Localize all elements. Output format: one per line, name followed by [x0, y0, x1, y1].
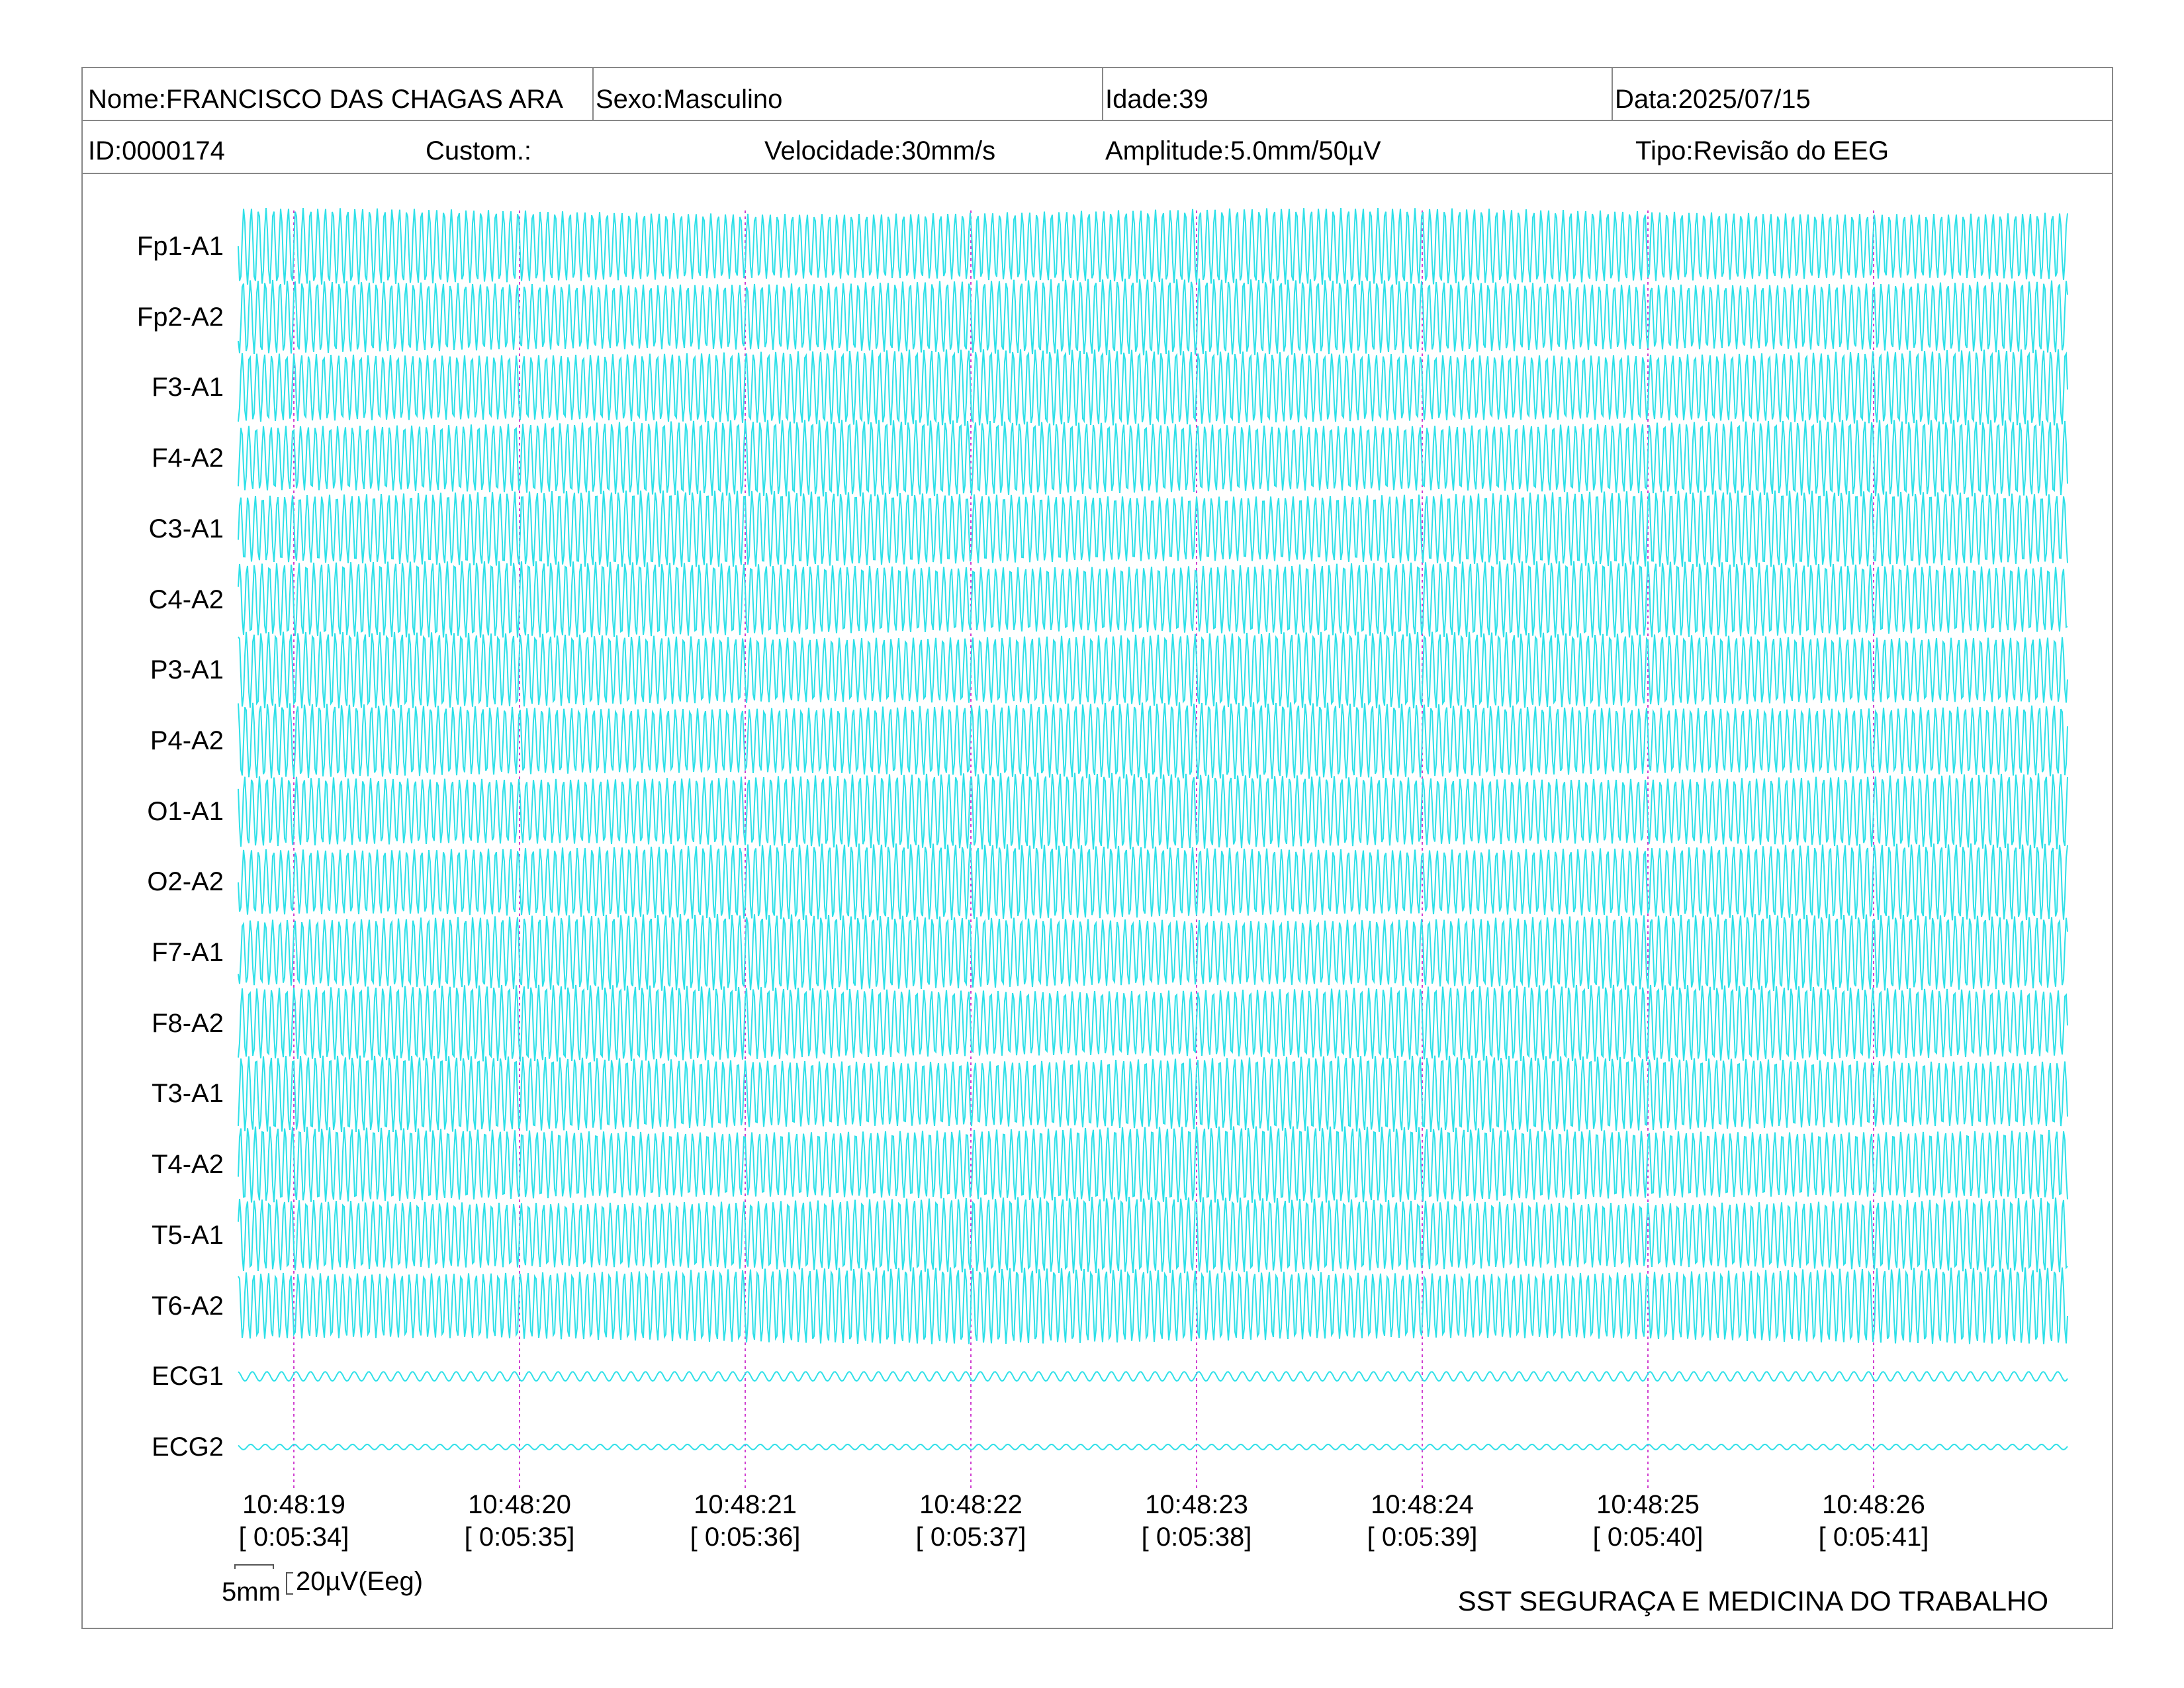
- patient-id: ID:0000174: [88, 136, 225, 165]
- channel-label: O2-A2: [147, 867, 224, 897]
- channel-label: C4-A2: [148, 585, 224, 614]
- channel-label: C3-A1: [148, 514, 224, 543]
- elapsed-time-label: [ 0:05:41]: [1818, 1523, 1929, 1552]
- channel-trace: [238, 561, 2068, 638]
- channel-trace: [238, 1196, 2068, 1274]
- channel-label: T5-A1: [152, 1220, 224, 1250]
- calibration-marker: 5mm 20µV(Eeg): [222, 1564, 423, 1603]
- time-mark-label: 10:48:20: [468, 1490, 571, 1519]
- patient-name: Nome:FRANCISCO DAS CHAGAS ARA: [88, 85, 563, 114]
- channel-trace: [238, 984, 2068, 1062]
- channel-trace: [238, 1443, 2068, 1450]
- channel-label: ECG2: [152, 1432, 224, 1462]
- elapsed-time-label: [ 0:05:38]: [1141, 1523, 1252, 1552]
- channel-label: P3-A1: [150, 655, 224, 685]
- elapsed-time-label: [ 0:05:35]: [464, 1523, 575, 1552]
- elapsed-time-label: [ 0:05:40]: [1592, 1523, 1704, 1552]
- channel-trace: [238, 1055, 2068, 1133]
- channel-label: P4-A2: [150, 726, 224, 755]
- channel-label: F7-A1: [152, 938, 224, 967]
- channel-label: T6-A2: [152, 1291, 224, 1321]
- header-col-divider: [1612, 68, 1613, 120]
- exam-date: Data:2025/07/15: [1615, 85, 1811, 114]
- time-mark-label: 10:48:26: [1822, 1490, 1925, 1519]
- elapsed-time-label: [ 0:05:34]: [238, 1523, 349, 1552]
- patient-sex: Sexo:Masculino: [596, 85, 783, 114]
- elapsed-time-label: [ 0:05:39]: [1367, 1523, 1478, 1552]
- channel-label: T4-A2: [152, 1150, 224, 1180]
- channel-trace: [238, 914, 2068, 991]
- channel-trace: [238, 632, 2068, 709]
- report-frame: Nome:FRANCISCO DAS CHAGAS ARA Sexo:Mascu…: [81, 67, 2113, 1629]
- calibration-time-label: 5mm: [222, 1577, 281, 1603]
- channel-label: T3-A1: [152, 1079, 224, 1109]
- channel-label: F8-A2: [152, 1008, 224, 1038]
- channel-trace: [238, 702, 2068, 779]
- time-mark-label: 10:48:25: [1596, 1490, 1700, 1519]
- channel-trace: [238, 843, 2068, 921]
- channel-label: ECG1: [152, 1362, 224, 1391]
- elapsed-time-label: [ 0:05:36]: [690, 1523, 801, 1552]
- paper-speed: Velocidade:30mm/s: [764, 136, 996, 165]
- elapsed-time-label: [ 0:05:37]: [915, 1523, 1026, 1552]
- channel-label: O1-A1: [147, 796, 224, 826]
- channel-label: Fp2-A2: [136, 302, 224, 332]
- channel-trace: [238, 1126, 2068, 1203]
- time-mark-label: 10:48:23: [1145, 1490, 1248, 1519]
- header-divider-1: [83, 120, 2112, 121]
- channel-label: F3-A1: [152, 373, 224, 402]
- header-divider-2: [83, 173, 2112, 174]
- channel-trace: [238, 207, 2068, 285]
- calibration-amp-label: 20µV(Eeg): [296, 1567, 423, 1596]
- clinic-name: SST SEGURAÇA E MEDICINA DO TRABALHO: [1457, 1585, 2048, 1617]
- channel-trace: [238, 1371, 2068, 1382]
- amplitude-setting: Amplitude:5.0mm/50µV: [1105, 136, 1381, 165]
- time-mark-label: 10:48:21: [694, 1490, 797, 1519]
- custom-field: Custom.:: [426, 136, 532, 165]
- exam-type: Tipo:Revisão do EEG: [1635, 136, 1889, 165]
- header-col-divider: [592, 68, 594, 120]
- patient-age: Idade:39: [1105, 85, 1208, 114]
- channel-trace: [238, 420, 2068, 496]
- channel-trace: [238, 1267, 2068, 1344]
- channel-label: Fp1-A1: [136, 232, 224, 261]
- header-col-divider: [1102, 68, 1103, 120]
- channel-label: F4-A2: [152, 444, 224, 473]
- time-mark-label: 10:48:19: [242, 1490, 345, 1519]
- time-mark-label: 10:48:24: [1371, 1490, 1474, 1519]
- channel-trace: [238, 773, 2068, 850]
- channel-trace: [238, 278, 2068, 355]
- time-mark-label: 10:48:22: [919, 1490, 1023, 1519]
- channel-trace: [238, 349, 2068, 426]
- channel-trace: [238, 491, 2068, 567]
